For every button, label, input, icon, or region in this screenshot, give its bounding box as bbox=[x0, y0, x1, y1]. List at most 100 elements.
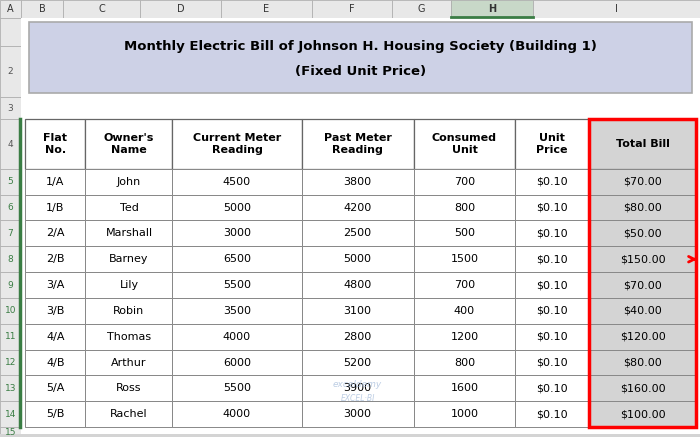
Bar bbox=[589, 350, 696, 375]
Bar bbox=[302, 350, 414, 375]
Text: Thomas: Thomas bbox=[107, 332, 151, 342]
Bar bbox=[85, 246, 172, 272]
Bar bbox=[515, 221, 589, 246]
Bar bbox=[0, 324, 21, 350]
Text: 5000: 5000 bbox=[223, 203, 251, 212]
Text: $0.10: $0.10 bbox=[536, 332, 568, 342]
Bar bbox=[515, 246, 589, 272]
Text: 3800: 3800 bbox=[344, 177, 372, 187]
Bar bbox=[25, 298, 85, 324]
Text: 4000: 4000 bbox=[223, 332, 251, 342]
Bar bbox=[302, 401, 414, 427]
Text: (Fixed Unit Price): (Fixed Unit Price) bbox=[295, 66, 426, 78]
Text: Lily: Lily bbox=[120, 280, 139, 290]
Bar bbox=[0, 169, 21, 194]
Text: 9: 9 bbox=[8, 281, 13, 290]
Text: $160.00: $160.00 bbox=[620, 383, 666, 393]
Bar bbox=[25, 324, 85, 350]
Text: I: I bbox=[615, 4, 618, 14]
Bar bbox=[515, 324, 589, 350]
Text: 12: 12 bbox=[5, 358, 16, 367]
Text: 8: 8 bbox=[8, 255, 13, 264]
Text: Past Meter
Reading: Past Meter Reading bbox=[323, 133, 391, 155]
Bar bbox=[0, 427, 21, 437]
Text: 3000: 3000 bbox=[344, 409, 372, 419]
Text: 15: 15 bbox=[5, 427, 16, 437]
Bar bbox=[29, 22, 692, 94]
Text: E: E bbox=[263, 4, 270, 14]
Bar bbox=[589, 246, 696, 272]
Bar bbox=[21, 0, 63, 18]
Bar bbox=[85, 298, 172, 324]
Text: 1200: 1200 bbox=[450, 332, 479, 342]
Bar bbox=[414, 169, 515, 194]
Text: 2: 2 bbox=[8, 67, 13, 76]
Text: $0.10: $0.10 bbox=[536, 254, 568, 264]
Bar bbox=[85, 401, 172, 427]
Bar bbox=[172, 401, 302, 427]
Bar bbox=[172, 169, 302, 194]
Bar bbox=[172, 298, 302, 324]
Text: G: G bbox=[418, 4, 425, 14]
Bar bbox=[85, 194, 172, 221]
Text: 6500: 6500 bbox=[223, 254, 251, 264]
Bar bbox=[85, 350, 172, 375]
Bar bbox=[25, 272, 85, 298]
Text: 6000: 6000 bbox=[223, 357, 251, 368]
Bar bbox=[589, 324, 696, 350]
Text: 4/A: 4/A bbox=[46, 332, 64, 342]
Text: $100.00: $100.00 bbox=[620, 409, 666, 419]
Text: 3: 3 bbox=[8, 104, 13, 113]
Bar bbox=[302, 119, 414, 169]
Bar bbox=[589, 221, 696, 246]
Text: 4500: 4500 bbox=[223, 177, 251, 187]
Bar bbox=[0, 375, 21, 401]
Text: $0.10: $0.10 bbox=[536, 203, 568, 212]
Text: EXCEL·BI: EXCEL·BI bbox=[340, 394, 374, 403]
Bar bbox=[414, 221, 515, 246]
Text: 2500: 2500 bbox=[344, 229, 372, 239]
Bar bbox=[172, 194, 302, 221]
Text: 400: 400 bbox=[454, 306, 475, 316]
Text: A: A bbox=[7, 4, 14, 14]
Bar bbox=[515, 169, 589, 194]
Bar bbox=[302, 221, 414, 246]
Bar bbox=[172, 350, 302, 375]
Text: Owner's
Name: Owner's Name bbox=[104, 133, 154, 155]
Bar bbox=[515, 375, 589, 401]
Bar bbox=[25, 169, 85, 194]
Bar bbox=[172, 272, 302, 298]
Text: $0.10: $0.10 bbox=[536, 177, 568, 187]
Text: 4: 4 bbox=[8, 139, 13, 149]
Text: 3/B: 3/B bbox=[46, 306, 64, 316]
Text: 4/B: 4/B bbox=[46, 357, 64, 368]
Text: 3/A: 3/A bbox=[46, 280, 64, 290]
Text: Ross: Ross bbox=[116, 383, 141, 393]
Text: John: John bbox=[117, 177, 141, 187]
Text: Consumed
Unit: Consumed Unit bbox=[432, 133, 497, 155]
Bar bbox=[172, 246, 302, 272]
Bar bbox=[85, 221, 172, 246]
Bar bbox=[414, 119, 515, 169]
Bar bbox=[414, 246, 515, 272]
Text: C: C bbox=[98, 4, 105, 14]
Bar bbox=[0, 221, 21, 246]
Bar bbox=[25, 246, 85, 272]
Text: 2800: 2800 bbox=[344, 332, 372, 342]
Bar bbox=[414, 375, 515, 401]
Text: D: D bbox=[177, 4, 184, 14]
Bar bbox=[85, 272, 172, 298]
Text: 5/B: 5/B bbox=[46, 409, 64, 419]
Bar bbox=[392, 0, 451, 18]
Text: 7: 7 bbox=[8, 229, 13, 238]
Bar bbox=[0, 194, 21, 221]
Text: 5000: 5000 bbox=[344, 254, 372, 264]
Text: H: H bbox=[488, 4, 496, 14]
Bar bbox=[0, 246, 21, 272]
Text: F: F bbox=[349, 4, 355, 14]
Text: exceldemy: exceldemy bbox=[333, 380, 382, 389]
Bar bbox=[0, 350, 21, 375]
Bar bbox=[0, 46, 21, 97]
Text: 14: 14 bbox=[5, 409, 16, 419]
Text: $0.10: $0.10 bbox=[536, 357, 568, 368]
